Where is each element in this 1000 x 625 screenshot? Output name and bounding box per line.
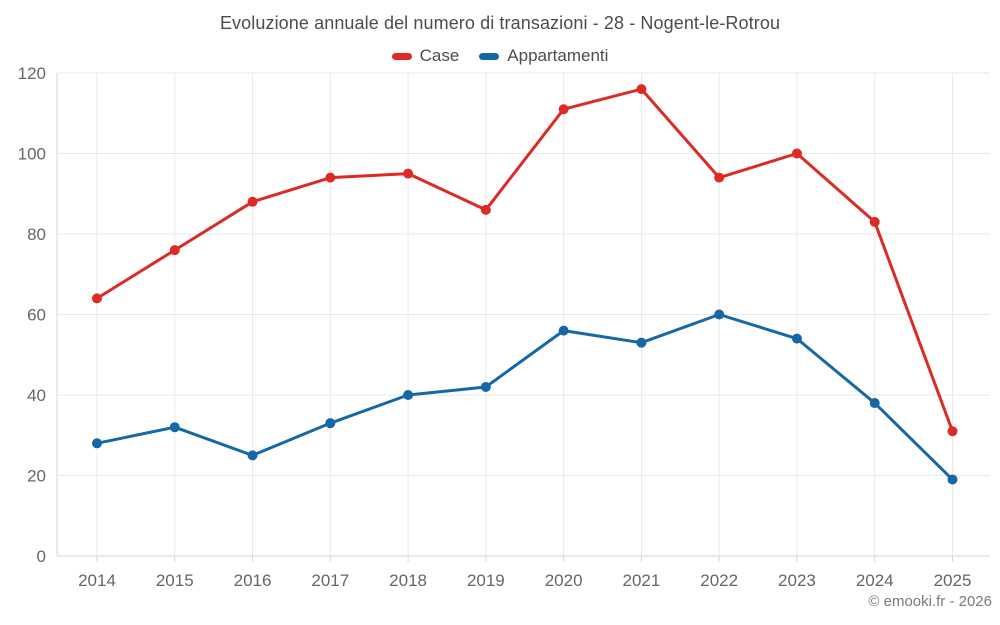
chart-title: Evoluzione annuale del numero di transaz… xyxy=(219,13,781,33)
y-tick-label: 60 xyxy=(27,306,46,325)
point-appartamenti-2023[interactable] xyxy=(791,333,802,344)
legend-label-case: Case xyxy=(419,46,460,65)
point-case-2014[interactable] xyxy=(92,293,102,304)
y-tick-label: 80 xyxy=(27,225,46,244)
y-tick-label: 120 xyxy=(18,64,46,83)
x-tick-label: 2025 xyxy=(934,571,972,590)
point-case-2025[interactable] xyxy=(947,426,958,437)
x-tick-label: 2015 xyxy=(156,571,194,590)
x-tick-label: 2024 xyxy=(856,571,894,590)
point-appartamenti-2021[interactable] xyxy=(636,337,647,348)
y-tick-label: 40 xyxy=(27,386,46,405)
point-case-2020[interactable] xyxy=(558,104,569,115)
legend-label-appartamenti: Appartamenti xyxy=(507,46,609,65)
point-case-2021[interactable] xyxy=(636,84,647,95)
x-tick-label: 2017 xyxy=(311,571,349,590)
point-appartamenti-2025[interactable] xyxy=(947,474,958,485)
x-tick-label: 2022 xyxy=(700,571,738,590)
copyright-text: © emooki.fr - 2026 xyxy=(868,593,992,610)
x-tick-label: 2020 xyxy=(545,571,583,590)
point-case-2016[interactable] xyxy=(247,196,258,207)
legend-swatch-case-icon xyxy=(391,52,412,60)
point-appartamenti-2019[interactable] xyxy=(480,381,491,392)
point-case-2017[interactable] xyxy=(325,172,336,183)
point-case-2023[interactable] xyxy=(791,148,802,159)
legend-swatch-appartamenti-icon xyxy=(479,52,500,60)
y-tick-label: 0 xyxy=(37,547,46,566)
legend-item-case[interactable]: Case xyxy=(391,46,460,66)
x-tick-label: 2014 xyxy=(78,571,116,590)
x-tick-label: 2021 xyxy=(622,571,660,590)
series-line-case xyxy=(95,87,954,433)
point-appartamenti-2022[interactable] xyxy=(714,309,725,320)
point-appartamenti-2015[interactable] xyxy=(169,422,180,433)
point-appartamenti-2016[interactable] xyxy=(247,450,258,461)
point-case-2024[interactable] xyxy=(869,216,880,227)
point-case-2018[interactable] xyxy=(403,168,414,179)
y-tick-label: 100 xyxy=(18,145,46,164)
point-appartamenti-2017[interactable] xyxy=(325,418,336,429)
point-appartamenti-2024[interactable] xyxy=(869,398,880,409)
point-appartamenti-2020[interactable] xyxy=(558,325,569,336)
x-tick-label: 2018 xyxy=(389,571,427,590)
legend-item-appartamenti[interactable]: Appartamenti xyxy=(479,46,608,66)
x-tick-label: 2016 xyxy=(234,571,272,590)
point-case-2015[interactable] xyxy=(169,245,180,256)
y-tick-label: 20 xyxy=(27,467,46,486)
x-tick-label: 2023 xyxy=(778,571,816,590)
legend: Case Appartamenti xyxy=(0,46,1000,66)
point-case-2019[interactable] xyxy=(480,204,491,215)
point-case-2022[interactable] xyxy=(714,172,725,183)
point-appartamenti-2018[interactable] xyxy=(403,390,414,400)
point-appartamenti-2014[interactable] xyxy=(92,438,102,449)
series-line-appartamenti xyxy=(95,313,954,482)
x-tick-label: 2019 xyxy=(467,571,505,590)
